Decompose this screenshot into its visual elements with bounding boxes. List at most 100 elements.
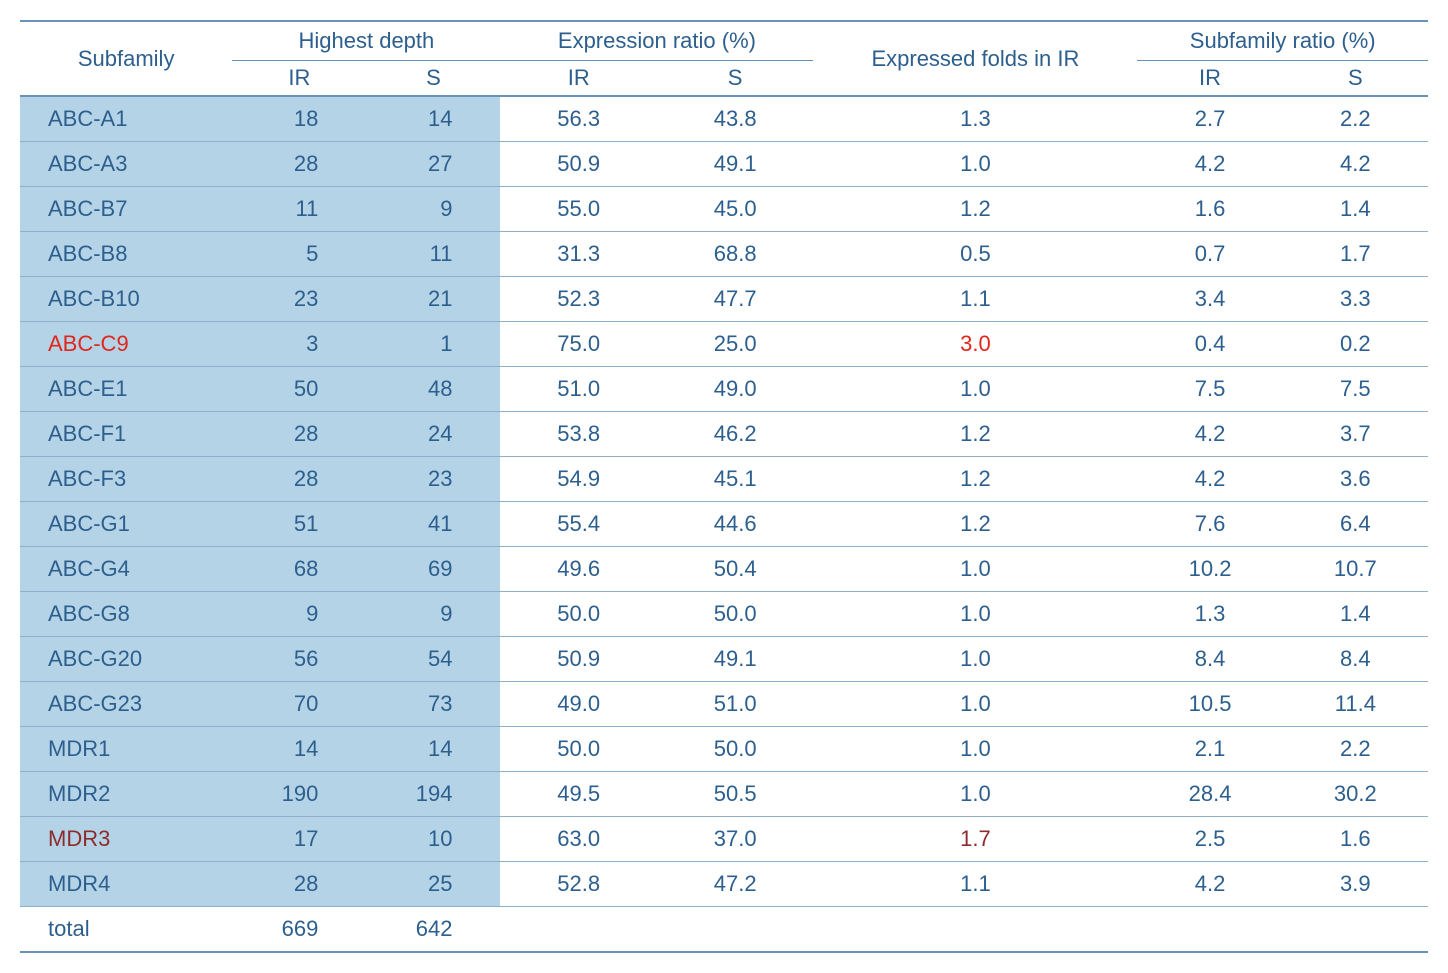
cell-folds: 1.2	[813, 457, 1137, 502]
table-row: ABC-E1504851.049.01.07.57.5	[20, 367, 1428, 412]
cell-depth-ir: 28	[232, 457, 366, 502]
cell-expr-ir: 31.3	[500, 232, 656, 277]
cell-sub-s: 1.4	[1283, 187, 1428, 232]
table-row: ABC-G1514155.444.61.27.66.4	[20, 502, 1428, 547]
cell-subfamily: ABC-A3	[20, 142, 232, 187]
cell-sub-ir: 10.5	[1137, 682, 1282, 727]
cell-sub-ir: 0.7	[1137, 232, 1282, 277]
cell-expr-ir: 50.0	[500, 727, 656, 772]
cell-subfamily: ABC-B8	[20, 232, 232, 277]
table-row: ABC-A1181456.343.81.32.72.2	[20, 96, 1428, 142]
cell-depth-ir: 190	[232, 772, 366, 817]
cell-sub-s: 8.4	[1283, 637, 1428, 682]
cell-sub-ir: 2.1	[1137, 727, 1282, 772]
cell-sub-s: 3.6	[1283, 457, 1428, 502]
cell-subfamily: ABC-A1	[20, 96, 232, 142]
cell-subfamily: ABC-G8	[20, 592, 232, 637]
cell-depth-ir: 51	[232, 502, 366, 547]
cell-folds: 1.3	[813, 96, 1137, 142]
cell-depth-ir: 70	[232, 682, 366, 727]
cell-expr-s: 49.0	[657, 367, 813, 412]
cell-sub-ir: 4.2	[1137, 862, 1282, 907]
col-group-expression-ratio: Expression ratio (%)	[500, 21, 813, 61]
cell-expr-ir: 54.9	[500, 457, 656, 502]
cell-folds: 1.0	[813, 367, 1137, 412]
table-row: ABC-B711955.045.01.21.61.4	[20, 187, 1428, 232]
cell-expr-ir: 52.8	[500, 862, 656, 907]
cell-subfamily: MDR4	[20, 862, 232, 907]
cell-expr-ir: 75.0	[500, 322, 656, 367]
cell-sub-s: 11.4	[1283, 682, 1428, 727]
cell-sub-ir: 1.3	[1137, 592, 1282, 637]
cell-sub-s: 10.7	[1283, 547, 1428, 592]
cell-expr-s: 47.2	[657, 862, 813, 907]
cell-expr-s: 50.0	[657, 727, 813, 772]
cell-folds: 1.0	[813, 592, 1137, 637]
cell-sub-ir: 7.5	[1137, 367, 1282, 412]
cell-expr-s: 50.4	[657, 547, 813, 592]
cell-depth-ir: 5	[232, 232, 366, 277]
cell-depth-s: 73	[366, 682, 500, 727]
cell-sub-ir: 0.4	[1137, 322, 1282, 367]
table-row: ABC-G23707349.051.01.010.511.4	[20, 682, 1428, 727]
cell-expr-s: 45.0	[657, 187, 813, 232]
cell-subfamily: ABC-G4	[20, 547, 232, 592]
cell-total-label: total	[20, 907, 232, 953]
cell-sub-s: 2.2	[1283, 96, 1428, 142]
cell-depth-ir: 23	[232, 277, 366, 322]
cell-empty	[1137, 907, 1282, 953]
cell-folds: 1.1	[813, 277, 1137, 322]
cell-expr-s: 50.5	[657, 772, 813, 817]
cell-depth-ir: 3	[232, 322, 366, 367]
data-table: Subfamily Highest depth Expression ratio…	[20, 20, 1428, 953]
cell-sub-s: 1.4	[1283, 592, 1428, 637]
cell-empty	[1283, 907, 1428, 953]
table-row: ABC-B851131.368.80.50.71.7	[20, 232, 1428, 277]
cell-folds: 1.0	[813, 727, 1137, 772]
cell-expr-ir: 55.0	[500, 187, 656, 232]
cell-folds: 0.5	[813, 232, 1137, 277]
cell-depth-ir: 56	[232, 637, 366, 682]
cell-expr-ir: 56.3	[500, 96, 656, 142]
cell-depth-s: 21	[366, 277, 500, 322]
cell-expr-s: 68.8	[657, 232, 813, 277]
cell-depth-s: 10	[366, 817, 500, 862]
cell-expr-s: 49.1	[657, 142, 813, 187]
table-row: ABC-G89950.050.01.01.31.4	[20, 592, 1428, 637]
table-body: ABC-A1181456.343.81.32.72.2ABC-A3282750.…	[20, 96, 1428, 952]
cell-depth-s: 48	[366, 367, 500, 412]
cell-expr-s: 45.1	[657, 457, 813, 502]
col-header-folds: Expressed folds in IR	[813, 21, 1137, 96]
cell-folds: 1.7	[813, 817, 1137, 862]
cell-expr-ir: 63.0	[500, 817, 656, 862]
cell-depth-ir: 9	[232, 592, 366, 637]
cell-sub-ir: 8.4	[1137, 637, 1282, 682]
cell-expr-ir: 50.0	[500, 592, 656, 637]
cell-depth-s: 54	[366, 637, 500, 682]
cell-depth-s: 9	[366, 592, 500, 637]
table-row: ABC-G20565450.949.11.08.48.4	[20, 637, 1428, 682]
cell-sub-s: 1.7	[1283, 232, 1428, 277]
col-header-sub-s: S	[1283, 61, 1428, 97]
cell-expr-s: 37.0	[657, 817, 813, 862]
cell-expr-ir: 49.0	[500, 682, 656, 727]
cell-expr-s: 43.8	[657, 96, 813, 142]
cell-sub-s: 4.2	[1283, 142, 1428, 187]
cell-expr-s: 46.2	[657, 412, 813, 457]
table-total-row: total669642	[20, 907, 1428, 953]
col-group-subfamily-ratio: Subfamily ratio (%)	[1137, 21, 1428, 61]
cell-folds: 1.0	[813, 547, 1137, 592]
cell-sub-s: 2.2	[1283, 727, 1428, 772]
cell-depth-s: 25	[366, 862, 500, 907]
cell-expr-ir: 50.9	[500, 637, 656, 682]
cell-depth-ir: 17	[232, 817, 366, 862]
cell-depth-s: 194	[366, 772, 500, 817]
cell-empty	[657, 907, 813, 953]
table-row: MDR3171063.037.01.72.51.6	[20, 817, 1428, 862]
cell-subfamily: ABC-C9	[20, 322, 232, 367]
cell-expr-s: 47.7	[657, 277, 813, 322]
cell-subfamily: ABC-G23	[20, 682, 232, 727]
cell-expr-s: 44.6	[657, 502, 813, 547]
cell-depth-ir: 14	[232, 727, 366, 772]
cell-sub-ir: 4.2	[1137, 457, 1282, 502]
